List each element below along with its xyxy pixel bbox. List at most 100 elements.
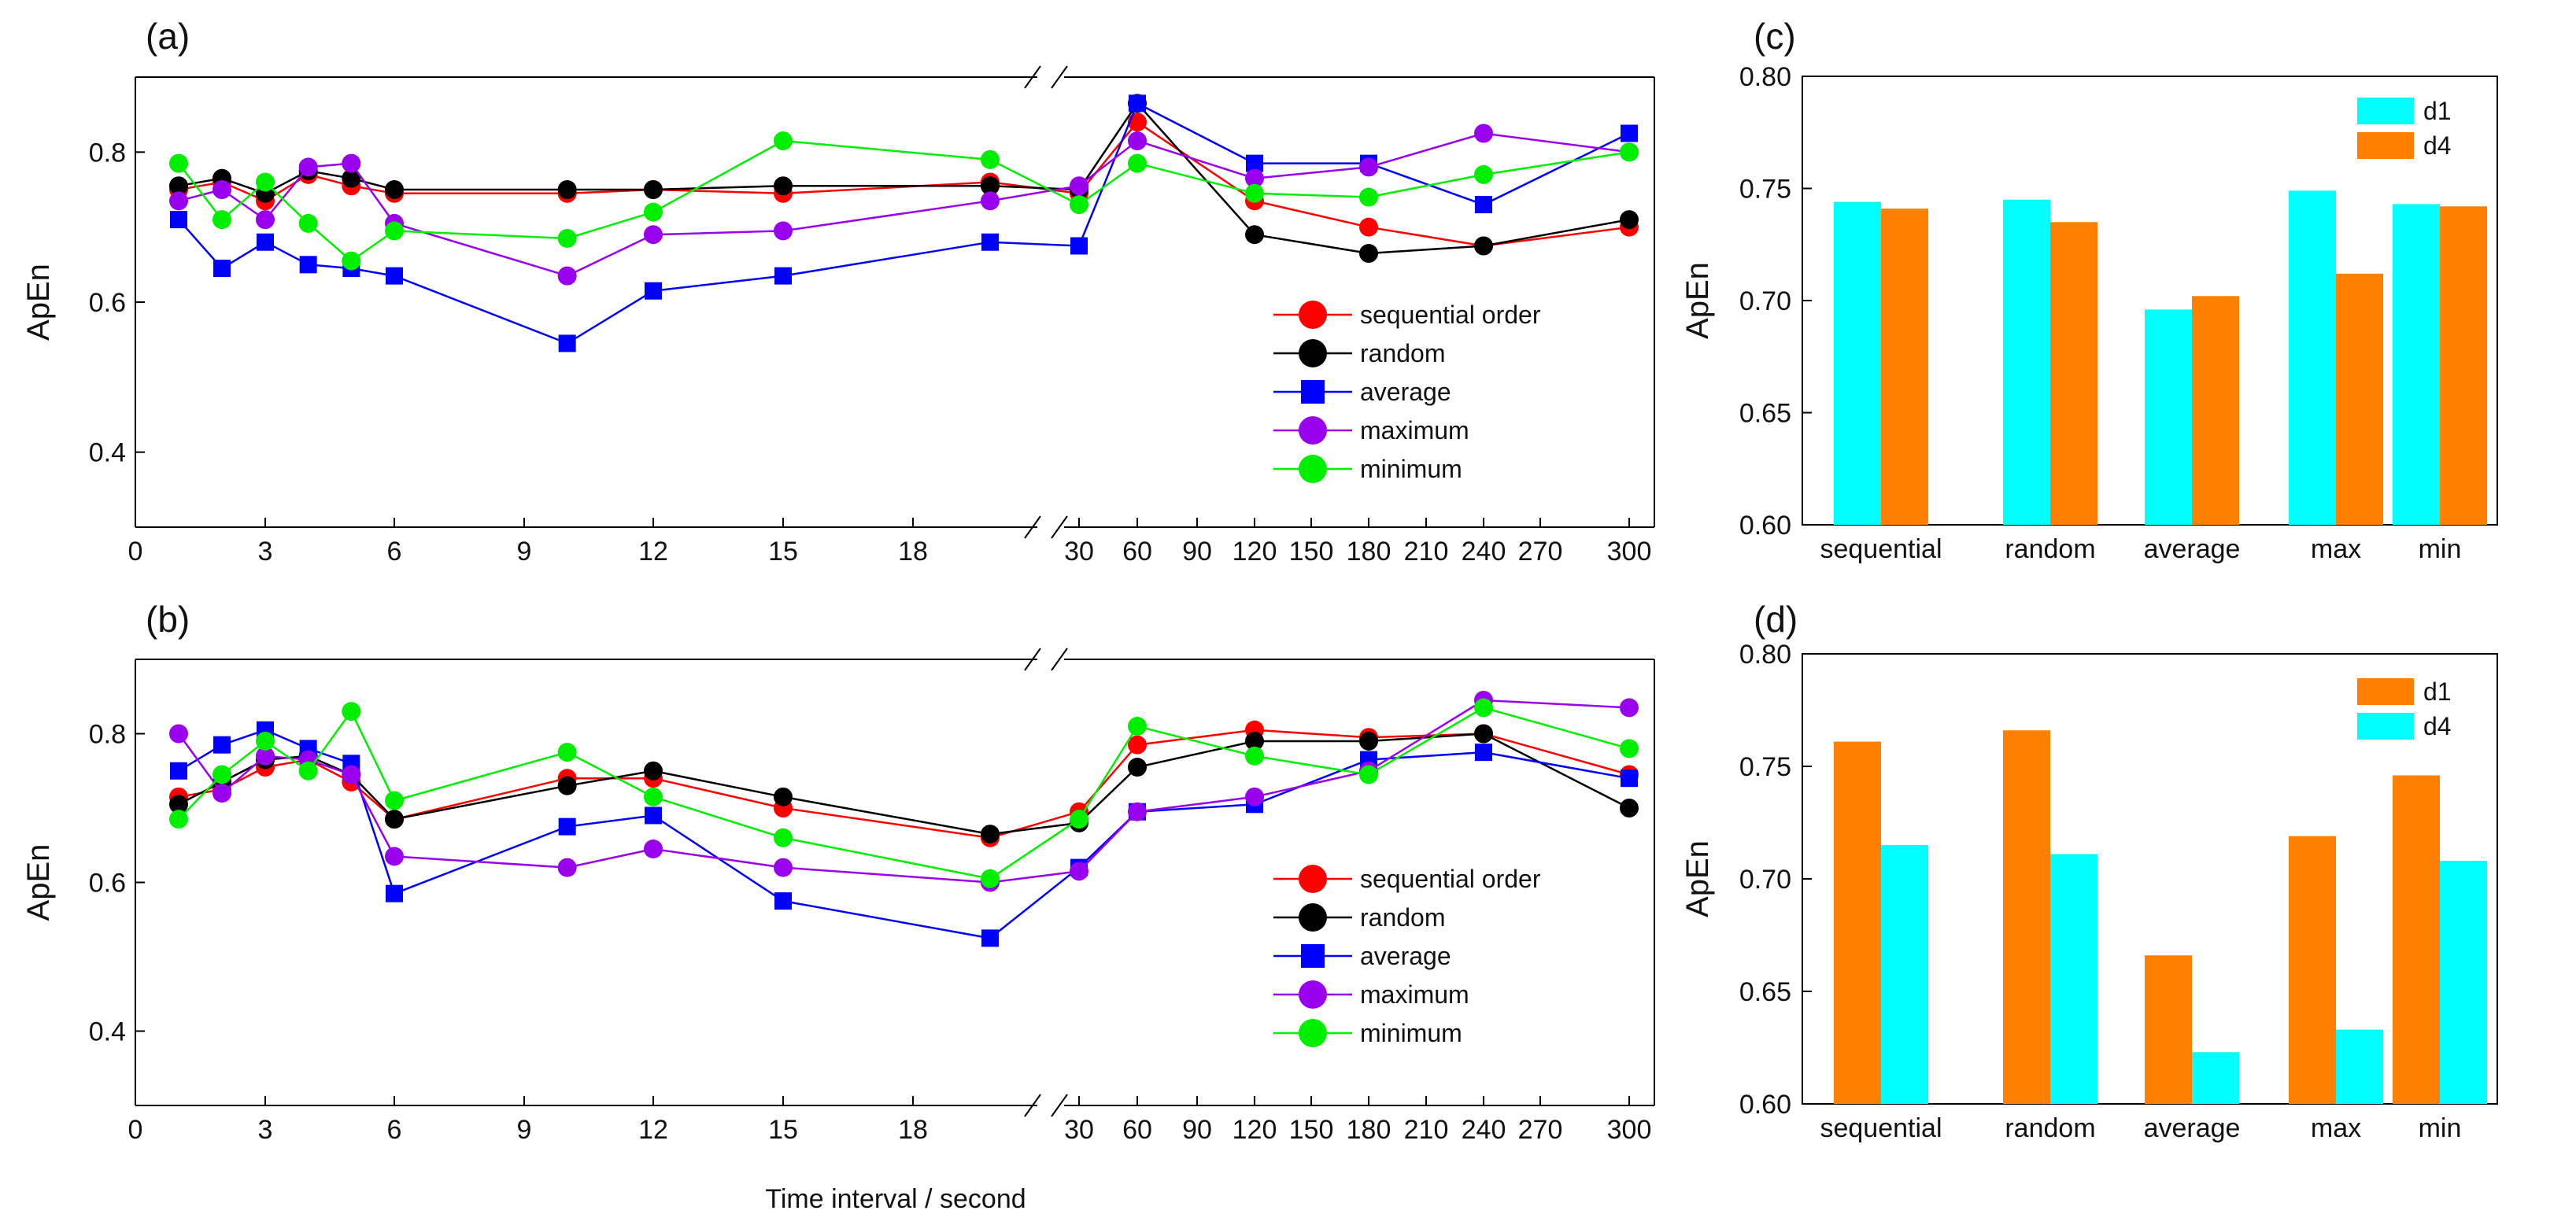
axis-break-mark [1051,1094,1068,1117]
data-point-maximum [1474,124,1493,143]
legend-swatch [2357,713,2414,740]
data-point-minimum [256,731,275,751]
data-point-average [386,267,403,285]
data-point-maximum [213,784,231,803]
y-tick-label: 0.4 [89,438,126,468]
axis-break-mark [1051,648,1068,671]
y-tick-label: 0.6 [89,869,126,899]
legend-marker [1299,1019,1327,1047]
data-point-minimum [1359,765,1378,784]
data-point-average [213,260,231,278]
legend-label: d1 [2423,97,2452,125]
data-point-random [385,810,404,829]
data-point-average [386,884,403,902]
x-tick-label: 30 [1064,537,1094,567]
data-point-maximum [774,858,793,877]
data-point-maximum [342,765,361,784]
x-tick-label: 120 [1233,1115,1277,1145]
bar-d4 [2192,1052,2239,1104]
y-tick-label: 0.60 [1739,511,1791,541]
x-tick-label: 0 [128,1115,143,1145]
legend-label: maximum [1360,416,1469,445]
data-point-random [1620,210,1639,230]
bar-d1 [1834,201,1881,525]
bar-d4 [2050,854,2097,1104]
data-point-sequential-order [1128,735,1147,755]
axis-break-mark [1051,515,1068,539]
x-tick-label: 180 [1347,537,1391,567]
x-tick-label: 6 [387,1115,402,1145]
data-point-minimum [1620,142,1639,162]
y-tick-label: 0.65 [1739,399,1791,429]
legend-marker [1299,455,1327,483]
legend-marker [1299,301,1327,329]
data-point-minimum [213,765,231,784]
bar-d1 [2003,730,2050,1104]
data-point-minimum [342,702,361,722]
panel-d-bar-chart: (d) ApEn 0.60 0.65 0.70 0.75 0.80 sequential ran… [1680,599,2498,1143]
panel-c-bar-chart: (c) ApEn 0.60 0.65 0.70 0.75 0.80 sequential ran… [1680,16,2498,564]
axis-break-mark [1024,1094,1041,1117]
x-tick-label: max [2311,534,2361,564]
data-point-random [644,761,663,781]
data-point-average [645,806,662,825]
data-point-maximum [169,191,188,211]
data-point-minimum [774,828,793,847]
legend-marker [1301,944,1325,968]
panel-b-line-chart: (b) ApEn 0.4 0.6 0.8 0 3 6 9 12 15 18 30 60 90 120 150 18… [21,599,1655,1145]
data-point-minimum [256,172,275,192]
series-line-sequential-order [178,729,1630,840]
legend-label: minimum [1360,455,1462,483]
y-tick-label: 0.80 [1739,62,1791,92]
legend-swatch [2357,678,2414,705]
x-tick-label: 300 [1607,1115,1652,1145]
x-tick-label: sequential [1820,534,1942,564]
data-point-maximum [1128,802,1147,821]
data-point-maximum [557,266,577,286]
data-point-maximum [1070,862,1088,881]
y-axis-label: ApEn [1680,262,1715,339]
x-tick-label: 18 [898,537,928,567]
axis-break-mark [1051,65,1068,89]
x-axis-title: Time interval / second [765,1184,1026,1214]
data-point-minimum [169,810,188,829]
data-point-minimum [1245,183,1264,203]
data-point-random [981,825,1000,844]
data-point-average [1475,744,1492,762]
y-axis-label: ApEn [21,264,56,341]
x-tick-label: 30 [1064,1115,1094,1145]
data-point-minimum [981,869,1000,888]
data-point-maximum [1245,787,1264,806]
x-tick-label: sequential [1820,1113,1942,1143]
data-point-maximum [256,210,275,230]
legend-label: sequential order [1360,865,1541,893]
data-point-random [169,176,188,196]
bar-d1 [2145,309,2192,525]
data-point-minimum [557,743,577,762]
y-tick-label: 0.75 [1739,752,1791,782]
x-tick-label: 3 [258,537,273,567]
legend-label: average [1360,942,1451,970]
data-point-minimum [169,153,188,173]
data-point-random [1620,799,1639,817]
data-point-average [257,233,274,251]
bar-d1 [2393,775,2440,1104]
data-point-random [1359,244,1378,264]
data-point-average [1129,94,1146,113]
bar-d4 [2336,273,2383,525]
data-point-minimum [1070,810,1088,829]
series-line-sequential-order [178,120,1630,247]
data-point-random [644,180,663,199]
data-point-maximum [256,746,275,766]
data-point-random [1359,731,1378,751]
data-point-minimum [1359,187,1378,207]
data-point-maximum [1070,176,1088,196]
data-point-average [1246,154,1263,172]
data-point-maximum [1359,157,1378,177]
panel-label: (c) [1754,16,1796,57]
y-tick-label: 0.4 [89,1017,126,1047]
legend-marker [1299,903,1327,932]
x-tick-label: 180 [1347,1115,1391,1145]
legend-label: sequential order [1360,301,1541,329]
data-point-minimum [298,761,318,781]
